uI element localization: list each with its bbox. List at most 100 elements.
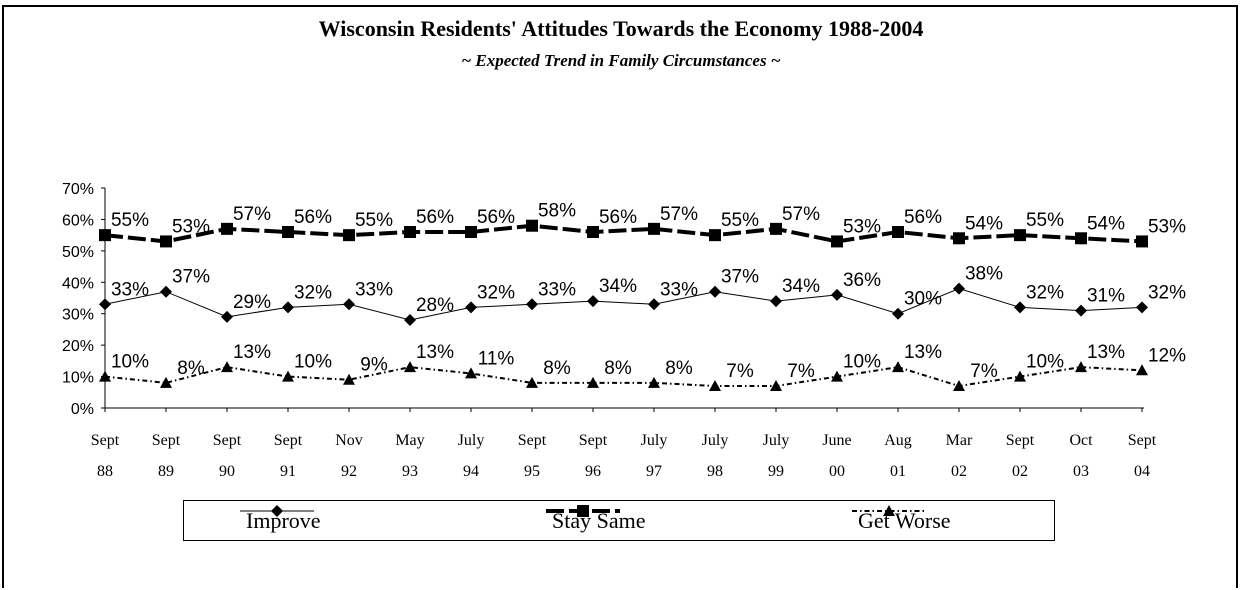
data-label: 30% (904, 289, 942, 310)
x-tick-label: 99 (768, 463, 784, 480)
data-point (953, 380, 965, 391)
data-label: 57% (233, 204, 271, 225)
data-label: 31% (1087, 286, 1125, 307)
data-label: 37% (172, 267, 210, 288)
x-tick-label: Sept (1006, 432, 1035, 449)
data-point (526, 376, 538, 388)
x-tick-label: Nov (335, 432, 363, 449)
data-label: 28% (416, 295, 454, 316)
data-point (831, 288, 843, 301)
legend-swatch-stay-same (546, 505, 620, 517)
data-point (343, 229, 355, 242)
data-label: 34% (599, 276, 637, 297)
data-label: 29% (233, 292, 271, 313)
data-point (99, 298, 111, 311)
data-point (1136, 301, 1148, 314)
x-tick-label: Sept (579, 432, 608, 449)
data-point (526, 298, 538, 311)
data-label: 10% (1026, 352, 1064, 373)
x-tick-label: 90 (219, 463, 235, 480)
data-label: 13% (904, 342, 942, 363)
x-tick-label: Sept (213, 432, 242, 449)
x-tick-label: May (395, 432, 424, 449)
y-tick-label: 10% (62, 370, 94, 387)
data-point (587, 295, 599, 308)
x-tick-label: Aug (884, 432, 912, 449)
data-label: 32% (294, 282, 332, 303)
data-point (953, 282, 965, 295)
data-label: 33% (660, 279, 698, 300)
data-point (831, 235, 843, 248)
data-point (160, 235, 172, 248)
x-tick-label: 02 (1012, 463, 1028, 480)
data-point (648, 376, 660, 388)
data-point (221, 361, 233, 373)
data-label: 53% (843, 216, 881, 237)
data-label: 37% (721, 267, 759, 288)
x-tick-label: Oct (1069, 432, 1093, 449)
x-tick-label: Sept (1128, 432, 1157, 449)
x-tick-label: Sept (274, 432, 303, 449)
y-tick-label: 20% (62, 338, 94, 355)
series-line-improve (104, 288, 1143, 321)
data-label: 13% (233, 342, 271, 363)
data-point (709, 285, 721, 298)
data-label: 53% (172, 216, 210, 237)
x-tick-label: 98 (707, 463, 723, 480)
data-point (709, 380, 721, 391)
data-point (160, 285, 172, 298)
data-point (526, 219, 538, 232)
x-tick-label: 88 (97, 463, 113, 480)
data-label: 8% (604, 358, 632, 379)
legend-label-improve: Improve (246, 507, 321, 533)
data-point (1014, 229, 1026, 242)
y-tick-label: 50% (62, 244, 94, 261)
x-tick-label: 91 (280, 463, 296, 480)
series-line-stay-same (104, 223, 1143, 244)
data-label: 12% (1148, 345, 1186, 366)
x-tick-label: 94 (463, 463, 479, 480)
data-label: 33% (538, 279, 576, 300)
x-tick-label: 04 (1134, 463, 1150, 480)
legend-swatch-improve (240, 505, 314, 517)
data-point (404, 226, 416, 238)
data-label: 32% (1148, 282, 1186, 303)
data-label: 8% (177, 358, 205, 379)
data-point (892, 226, 904, 238)
data-label: 10% (843, 352, 881, 373)
data-label: 33% (111, 279, 149, 300)
x-tick-label: July (458, 432, 485, 449)
data-point (770, 222, 782, 235)
data-point (282, 370, 294, 382)
data-point (831, 370, 843, 382)
y-tick-label: 30% (62, 307, 94, 324)
data-label: 56% (477, 207, 515, 228)
legend-swatch-get-worse (852, 505, 926, 516)
data-point (99, 370, 111, 382)
x-tick-label: 00 (829, 463, 845, 480)
data-label: 54% (965, 213, 1003, 234)
data-label: 56% (904, 207, 942, 228)
data-point (770, 295, 782, 308)
x-tick-label: 93 (402, 463, 418, 480)
data-label: 7% (970, 361, 998, 382)
data-label: 53% (1148, 216, 1186, 237)
data-point (953, 232, 965, 245)
data-label: 55% (355, 210, 393, 231)
data-point (221, 310, 233, 323)
data-label: 55% (721, 210, 759, 231)
data-label: 13% (1087, 342, 1125, 363)
y-tick-label: 70% (62, 181, 94, 198)
x-tick-label: 02 (951, 463, 967, 480)
chart-subtitle: ~ Expected Trend in Family Circumstances… (461, 51, 781, 70)
x-tick-label: July (763, 432, 790, 449)
data-point (587, 376, 599, 388)
data-point (587, 226, 599, 238)
data-point (404, 314, 416, 326)
data-label: 54% (1087, 213, 1125, 234)
y-tick-label: 40% (62, 275, 94, 292)
data-point (648, 298, 660, 311)
data-label: 32% (1026, 282, 1064, 303)
data-label: 7% (787, 361, 815, 382)
data-label: 57% (782, 204, 820, 225)
